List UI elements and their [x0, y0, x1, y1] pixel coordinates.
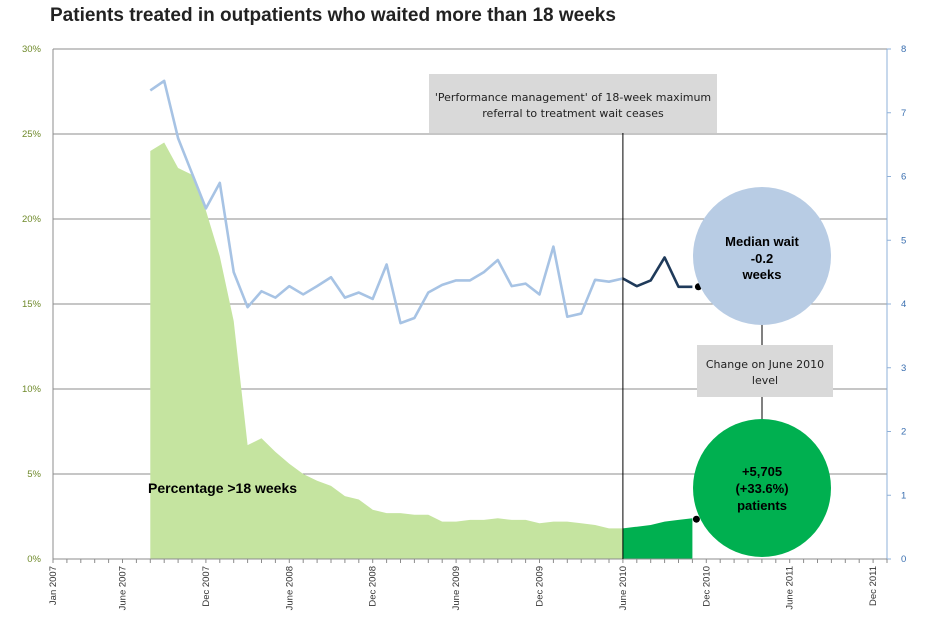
x-tick-label: June 2009 — [451, 566, 462, 610]
line-series-2 — [149, 79, 624, 325]
median-wait-text: Median wait — [725, 234, 799, 249]
area-series-0 — [150, 142, 623, 559]
patients-connector-dot — [692, 515, 700, 523]
change-box — [697, 345, 833, 397]
y-left-tick-label: 5% — [27, 469, 41, 480]
x-tick-label: Dec 2007 — [201, 566, 212, 607]
chart-title: Patients treated in outpatients who wait… — [50, 5, 616, 26]
x-tick-label: June 2008 — [284, 566, 295, 610]
y-left-tick-label: 25% — [22, 129, 42, 140]
x-tick-label: Dec 2008 — [368, 566, 379, 607]
y-right-tick-label: 0 — [901, 554, 906, 565]
y-right-tick-label: 3 — [901, 363, 906, 374]
area-series-1 — [622, 518, 693, 559]
change-box-text: Change on June 2010 — [706, 358, 824, 371]
median-wait-text: -0.2 — [751, 251, 773, 266]
x-tick-label: Dec 2009 — [535, 566, 546, 607]
line-series-3 — [622, 256, 693, 289]
patients-bubble — [693, 419, 831, 557]
patients-bubble-text: (+33.6%) — [735, 481, 788, 496]
x-tick-label: Dec 2011 — [868, 566, 879, 606]
y-right-tick-label: 6 — [901, 172, 906, 183]
y-left-tick-label: 0% — [27, 554, 41, 565]
y-left-tick-label: 15% — [22, 299, 42, 310]
x-tick-label: Dec 2010 — [701, 566, 712, 607]
x-tick-label: June 2007 — [118, 566, 129, 610]
y-right-tick-label: 8 — [901, 44, 906, 55]
patients-bubble-text: patients — [737, 498, 787, 513]
y-left-tick-label: 10% — [22, 384, 42, 395]
change-box-text: level — [752, 374, 778, 387]
median-wait-text: weeks — [741, 267, 781, 282]
callout-box — [429, 74, 717, 133]
y-right-tick-label: 5 — [901, 235, 906, 246]
y-right-tick-label: 2 — [901, 427, 906, 438]
median-wait-bubble — [693, 187, 831, 325]
x-tick-label: June 2011 — [785, 566, 796, 610]
y-right-tick-label: 4 — [901, 299, 906, 310]
area-series-label: Percentage >18 weeks — [148, 480, 297, 496]
callout-text: referral to treatment wait ceases — [482, 107, 664, 120]
x-tick-label: June 2010 — [618, 566, 629, 610]
callout-text: 'Performance management' of 18-week maxi… — [435, 91, 711, 104]
y-right-tick-label: 7 — [901, 108, 906, 119]
patients-bubble-text: +5,705 — [742, 464, 782, 479]
x-tick-label: Jan 2007 — [48, 566, 59, 605]
y-left-tick-label: 20% — [22, 214, 42, 225]
y-left-tick-label: 30% — [22, 44, 42, 55]
y-right-tick-label: 1 — [901, 490, 906, 501]
